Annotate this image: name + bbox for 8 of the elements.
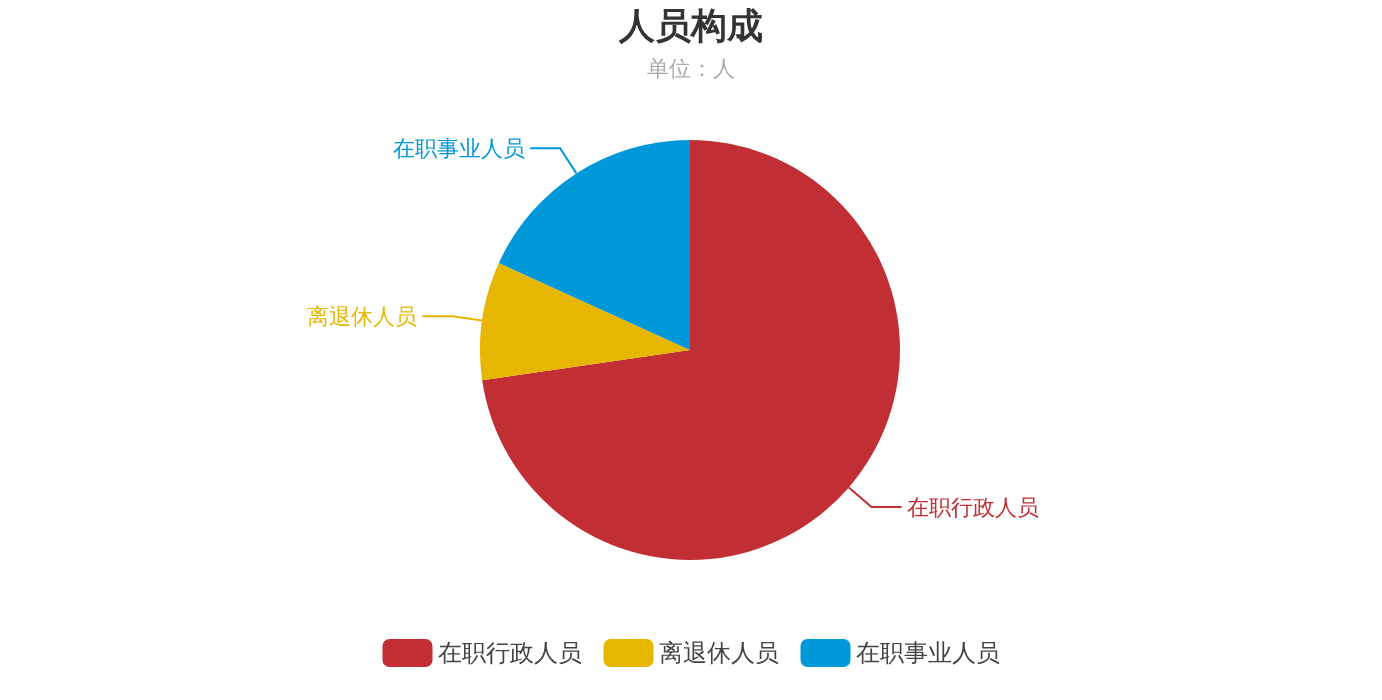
slice-label: 在职事业人员 — [393, 135, 526, 161]
legend-label: 在职事业人员 — [855, 639, 1000, 667]
chart-subtitle: 单位：人 — [647, 55, 735, 81]
slice-label: 离退休人员 — [307, 303, 418, 329]
chart-title: 人员构成 — [618, 4, 763, 46]
legend-label: 离退休人员 — [658, 639, 779, 667]
slice-label: 在职行政人员 — [906, 494, 1039, 520]
legend-label: 在职行政人员 — [437, 639, 582, 667]
